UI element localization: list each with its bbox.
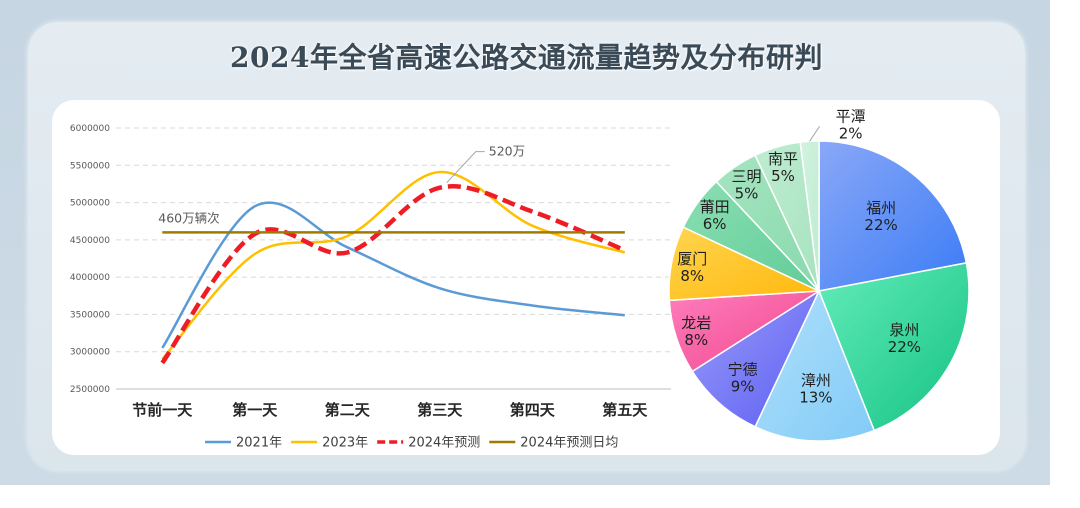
pie-slice [818, 262, 970, 432]
y-tick-label: 2500000 [70, 385, 110, 395]
pie-leader-line [809, 126, 821, 142]
pie-slice [799, 140, 820, 292]
pie-category-label: 三明 [731, 167, 761, 185]
legend-item: 2021年 [205, 436, 282, 451]
gridlines [116, 127, 671, 353]
y-tick-label: 6000000 [70, 124, 110, 134]
pie-category-label: 莆田 [700, 198, 730, 216]
pie-percent-label: 5% [735, 184, 759, 202]
pie-slice [691, 290, 820, 428]
pie-percent-label: 5% [771, 167, 795, 185]
pie-percent-label: 8% [680, 267, 704, 285]
y-tick-label: 3000000 [70, 348, 110, 358]
y-tick-label: 5500000 [70, 161, 110, 171]
series-line-1 [161, 201, 625, 349]
x-tick-label: 第一天 [232, 401, 278, 419]
legend-label: 2024年预测 [408, 436, 480, 451]
pie-percent-label: 9% [731, 378, 755, 396]
pie-category-label: 泉州 [889, 321, 919, 339]
pie-category-label: 平潭 [836, 107, 866, 125]
pie-category-label: 福州 [866, 199, 896, 217]
y-tick-label: 4000000 [70, 273, 110, 283]
x-tick-label: 第五天 [602, 401, 648, 419]
pie-labels: 福州22%泉州22%漳州13%宁德9%龙岩8%厦门8%莆田6%三明5%南平5%平… [677, 107, 921, 406]
pie-category-label: 宁德 [728, 361, 758, 379]
pie-percent-label: 2% [839, 124, 863, 142]
x-tick-label: 第三天 [417, 401, 463, 419]
legend-label: 2021年 [236, 436, 282, 451]
y-tick-label: 5000000 [70, 199, 110, 209]
series-line-2 [161, 170, 626, 361]
pie-category-label: 漳州 [801, 372, 831, 390]
legend-label: 2024年预测日均 [520, 436, 618, 451]
pie-category-label: 厦门 [677, 250, 707, 268]
legend-item: 2024年预测日均 [489, 436, 618, 451]
legend-item: 2024年预测 [377, 436, 480, 451]
x-tick-label: 第二天 [325, 401, 371, 419]
data-annotation: 460万辆次 [158, 210, 219, 225]
pie-category-label: 南平 [768, 150, 798, 168]
pie-percent-label: 22% [864, 216, 897, 234]
pie-percent-label: 22% [888, 338, 921, 356]
page-title: 2024年全省高速公路交通流量趋势及分布研判 [230, 41, 823, 74]
pie-slice [754, 290, 875, 442]
y-tick-label: 4500000 [70, 236, 110, 246]
legend-label: 2023年 [322, 436, 368, 451]
legend-item: 2023年 [291, 436, 368, 451]
series-line-3 [160, 184, 626, 365]
pie-slice [818, 140, 968, 292]
y-tick-label: 3500000 [70, 310, 110, 320]
pie-chart: 福州22%泉州22%漳州13%宁德9%龙岩8%厦门8%莆田6%三明5%南平5%平… [668, 107, 970, 442]
legend: 2021年 2023年 2024年预测 2024年预测日均 [205, 436, 618, 451]
line-chart: 6000000 5500000 5000000 4500000 4000000 35000… [70, 124, 671, 451]
pie-percent-label: 8% [684, 331, 708, 349]
data-annotation: 520万 [489, 144, 525, 159]
x-tick-label: 节前一天 [132, 401, 193, 419]
pie-category-label: 龙岩 [681, 314, 711, 332]
annotation-leader-line [446, 151, 485, 183]
pie-slices [668, 140, 970, 442]
pie-percent-label: 13% [799, 389, 832, 407]
series-lines [160, 170, 626, 365]
pie-percent-label: 6% [703, 215, 727, 233]
x-tick-label: 第四天 [510, 401, 556, 419]
